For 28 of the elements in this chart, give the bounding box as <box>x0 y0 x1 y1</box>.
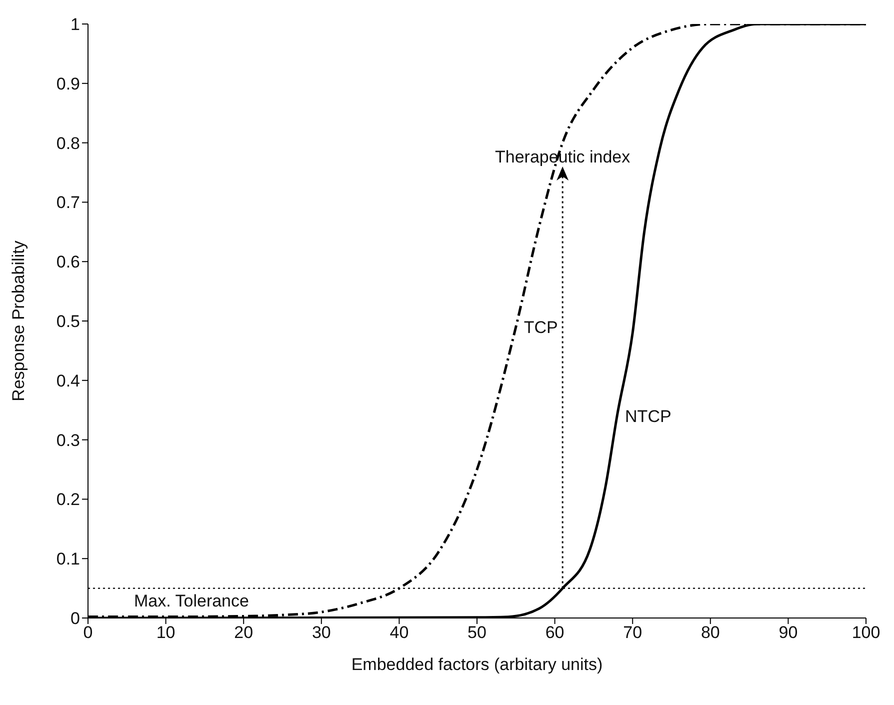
y-tick-label: 0.6 <box>56 252 80 272</box>
x-tick-label: 70 <box>623 623 642 642</box>
x-tick-label: 40 <box>390 623 409 642</box>
y-tick-label: 0.2 <box>56 490 80 510</box>
y-tick-label: 0.3 <box>56 430 80 450</box>
y-tick-label: 0.7 <box>56 193 80 212</box>
y-tick-label: 0.1 <box>56 550 80 569</box>
y-tick-label: 0.5 <box>56 312 80 332</box>
y-tick-label: 0.9 <box>56 74 80 94</box>
x-tick-label: 80 <box>700 623 720 642</box>
annotation: Therapeutic index <box>495 148 631 167</box>
x-axis-title: Embedded factors (arbitary units) <box>351 655 603 674</box>
series-label: TCP <box>524 318 558 337</box>
x-tick-label: 0 <box>83 623 93 642</box>
x-tick-label: 90 <box>778 623 798 642</box>
x-tick-label: 10 <box>156 623 176 642</box>
x-tick-label: 30 <box>312 623 331 642</box>
x-tick-label: 100 <box>852 623 880 642</box>
ref-line-label: Max. Tolerance <box>134 591 249 610</box>
x-tick-label: 50 <box>468 623 486 642</box>
y-tick-label: 0 <box>70 609 80 628</box>
y-tick-label: 0.8 <box>56 134 80 153</box>
x-tick-label: 20 <box>234 623 254 642</box>
y-tick-label: 1 <box>70 15 80 34</box>
y-tick-label: 0.4 <box>56 371 80 390</box>
series-label: NTCP <box>625 407 672 426</box>
y-axis-title: Response Probability <box>9 240 28 402</box>
x-tick-label: 60 <box>545 623 564 642</box>
